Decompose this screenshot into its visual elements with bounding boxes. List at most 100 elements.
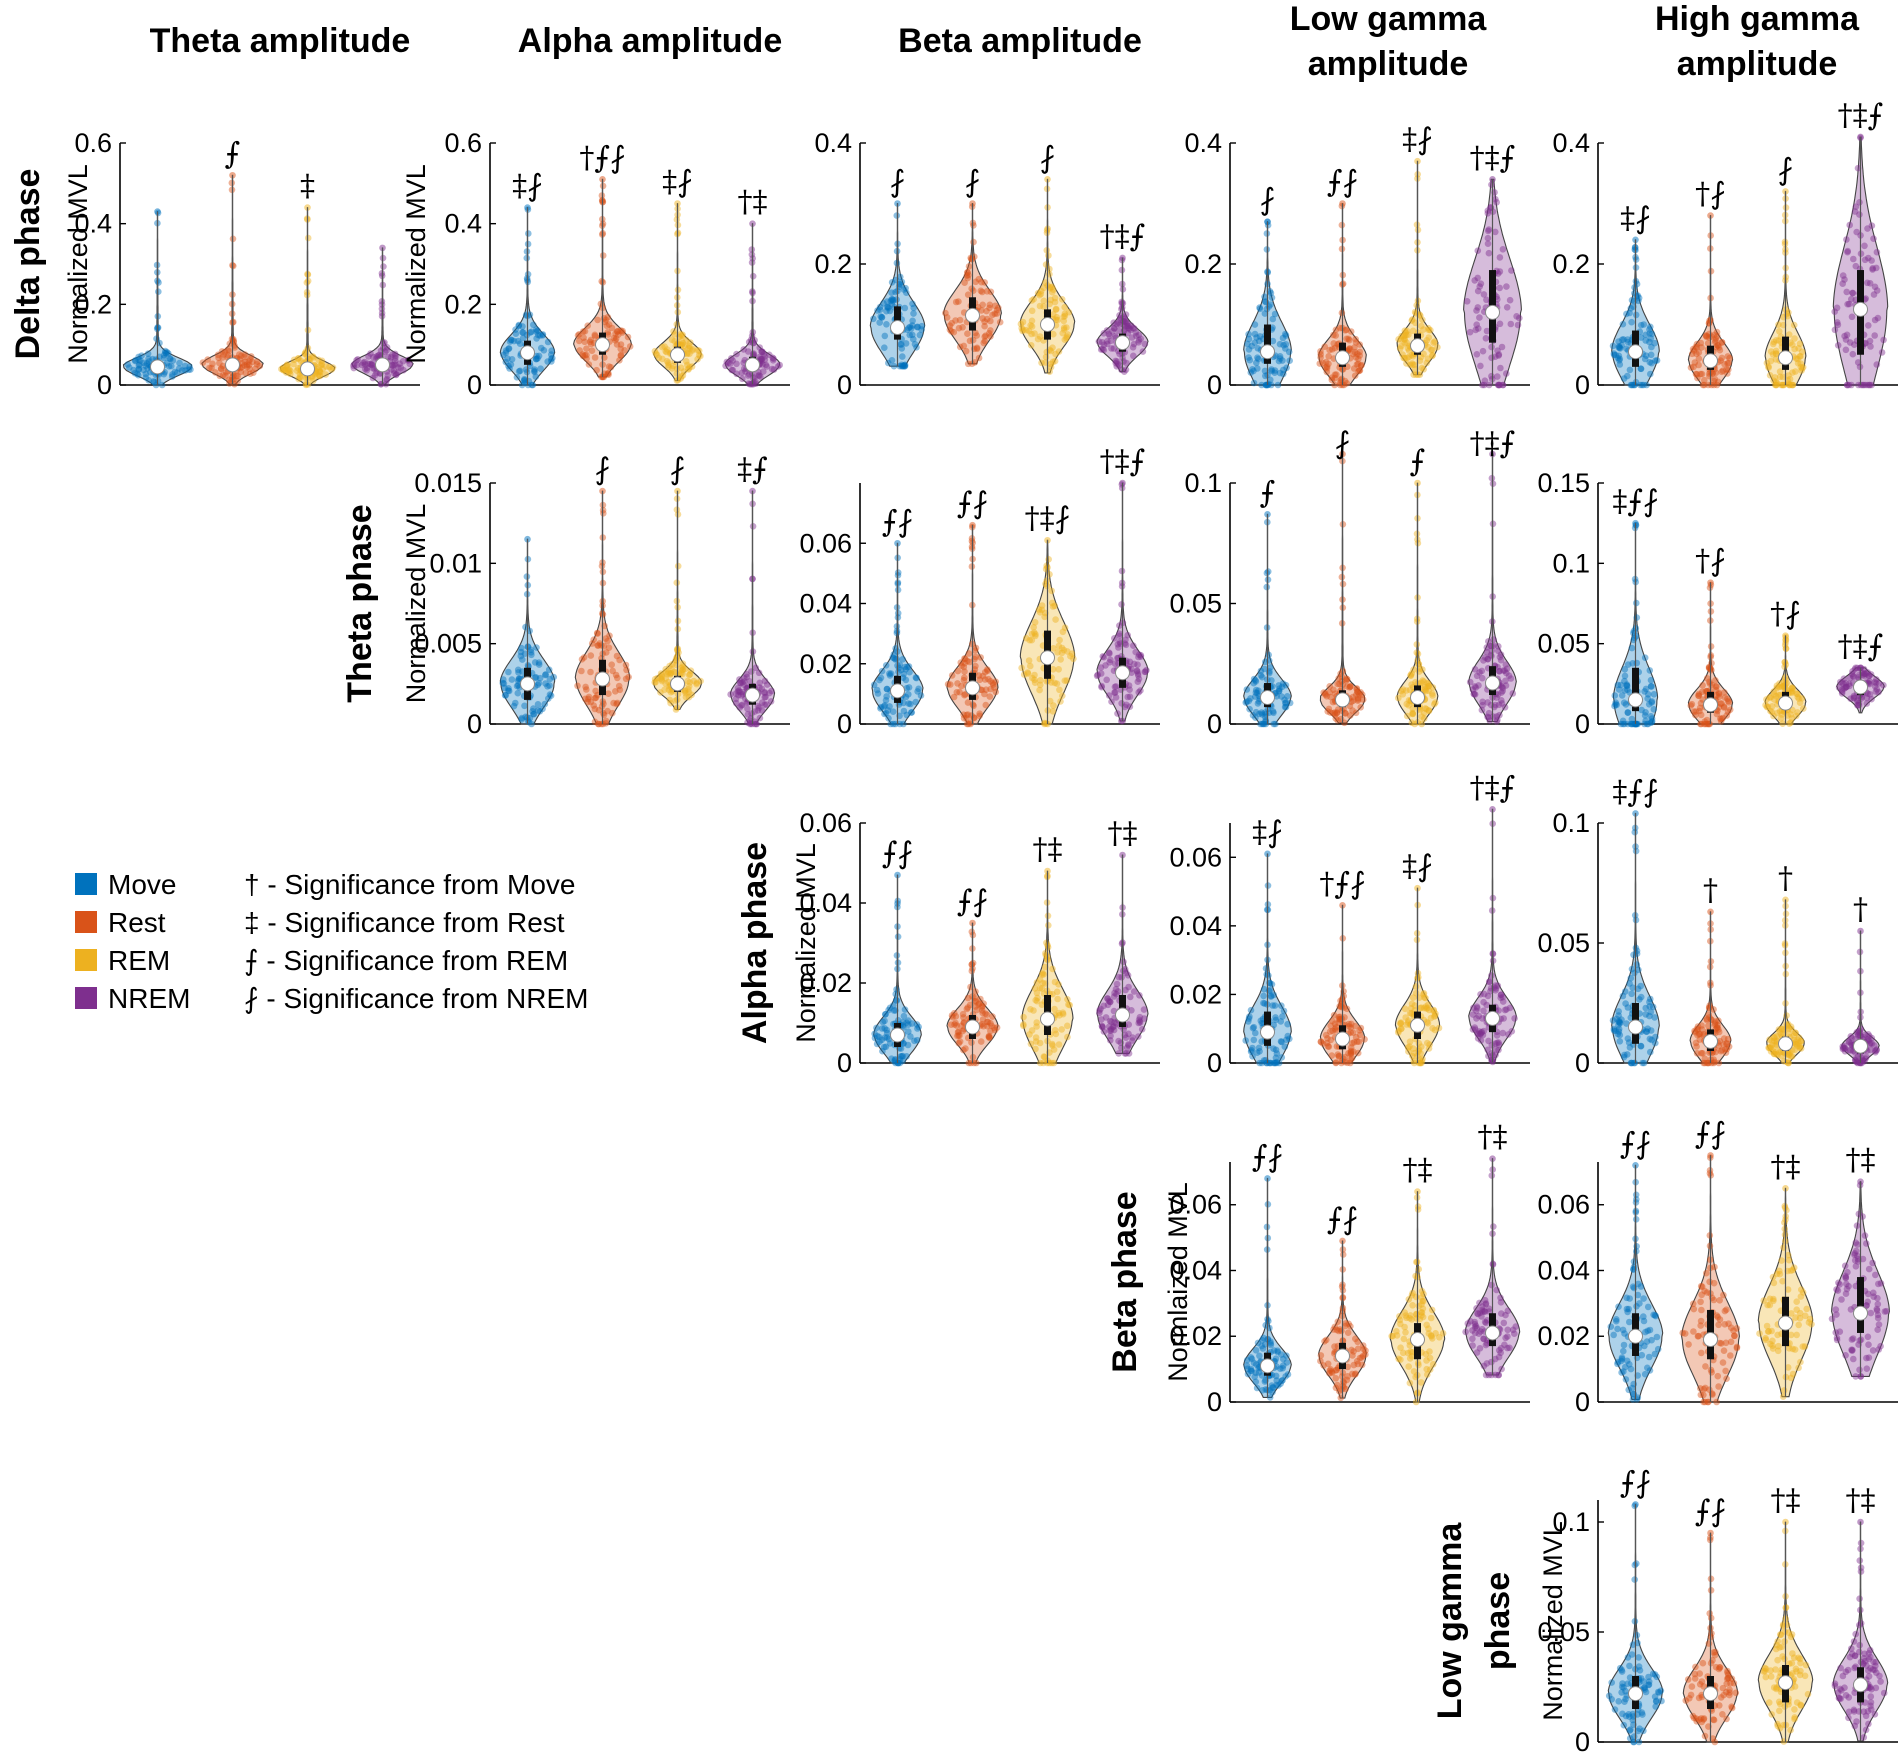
data-point bbox=[168, 373, 176, 380]
data-point bbox=[504, 355, 511, 362]
data-point bbox=[354, 356, 362, 363]
data-point bbox=[1028, 330, 1035, 338]
data-point bbox=[746, 380, 754, 388]
significance-label: †‡⨍ bbox=[1838, 98, 1884, 133]
data-point bbox=[1254, 700, 1262, 707]
data-point bbox=[733, 370, 740, 378]
data-point bbox=[1638, 706, 1645, 714]
data-point bbox=[581, 352, 589, 359]
data-point bbox=[1624, 372, 1631, 380]
data-point bbox=[1848, 313, 1856, 321]
violin-panel: 00.20.4⨏ ⨏⨏†‡⨍ bbox=[814, 128, 1160, 400]
data-point bbox=[905, 324, 913, 332]
data-point bbox=[290, 356, 298, 364]
data-point bbox=[519, 329, 527, 336]
data-point bbox=[1410, 371, 1417, 379]
data-point bbox=[1256, 1352, 1263, 1360]
data-point bbox=[510, 337, 518, 345]
data-point bbox=[1254, 354, 1261, 362]
data-point bbox=[979, 301, 986, 309]
data-point bbox=[952, 317, 959, 324]
data-point bbox=[1501, 704, 1509, 711]
data-point bbox=[617, 352, 625, 360]
data-point bbox=[591, 331, 599, 339]
data-point bbox=[528, 381, 536, 389]
data-point bbox=[610, 334, 618, 342]
data-point bbox=[954, 667, 962, 675]
data-point bbox=[145, 377, 152, 384]
data-point bbox=[619, 327, 626, 335]
data-point bbox=[949, 1013, 956, 1021]
data-point bbox=[1282, 1373, 1289, 1380]
data-point bbox=[1040, 303, 1047, 310]
data-point bbox=[1060, 646, 1068, 654]
data-point bbox=[1716, 346, 1724, 354]
significance-label: †⨏ bbox=[1695, 177, 1726, 212]
data-point bbox=[1473, 1015, 1480, 1022]
data-point bbox=[530, 705, 537, 712]
data-point bbox=[673, 579, 681, 586]
data-point bbox=[1043, 939, 1050, 947]
data-point bbox=[987, 288, 995, 296]
data-point bbox=[757, 355, 764, 363]
data-point bbox=[1114, 710, 1121, 717]
data-point bbox=[1024, 670, 1032, 677]
y-tick-label: 0 bbox=[467, 709, 482, 739]
data-point bbox=[723, 358, 731, 366]
data-point bbox=[1317, 1038, 1325, 1045]
data-point bbox=[978, 288, 986, 296]
data-point bbox=[888, 289, 895, 297]
data-point bbox=[881, 344, 888, 352]
data-point bbox=[519, 329, 526, 336]
data-point bbox=[1252, 1347, 1260, 1354]
data-point bbox=[1130, 352, 1137, 360]
data-point bbox=[679, 339, 687, 347]
data-point bbox=[1256, 1059, 1263, 1067]
data-point bbox=[1118, 298, 1125, 306]
data-point bbox=[532, 355, 540, 363]
data-point bbox=[316, 371, 323, 379]
data-point bbox=[621, 347, 628, 354]
data-point bbox=[1481, 990, 1488, 998]
median-marker bbox=[670, 347, 685, 363]
data-point bbox=[1280, 370, 1287, 378]
data-point bbox=[602, 316, 610, 324]
data-point bbox=[605, 363, 613, 370]
data-point bbox=[1647, 370, 1654, 378]
data-point bbox=[1714, 332, 1721, 340]
data-point bbox=[733, 360, 740, 368]
data-point bbox=[1063, 335, 1070, 342]
data-point bbox=[396, 360, 404, 368]
data-point bbox=[1697, 711, 1705, 719]
data-point bbox=[1496, 284, 1503, 292]
data-point bbox=[674, 562, 682, 570]
data-point bbox=[302, 381, 310, 389]
data-point bbox=[755, 669, 763, 677]
data-point bbox=[1050, 330, 1057, 338]
data-point bbox=[612, 337, 619, 344]
median-marker bbox=[1335, 350, 1350, 366]
data-point bbox=[1626, 309, 1633, 317]
data-point bbox=[521, 375, 528, 383]
data-point bbox=[388, 361, 396, 369]
y-tick-label: 0 bbox=[467, 370, 482, 400]
data-point bbox=[230, 376, 237, 383]
data-point bbox=[1114, 988, 1122, 995]
data-point bbox=[1471, 277, 1478, 284]
y-tick-label: 0.05 bbox=[1537, 928, 1590, 958]
data-point bbox=[678, 332, 686, 340]
data-point bbox=[898, 341, 905, 348]
data-point bbox=[281, 366, 289, 374]
data-point bbox=[246, 365, 253, 373]
data-point bbox=[1123, 320, 1131, 328]
data-point bbox=[1480, 657, 1487, 664]
data-point bbox=[877, 313, 884, 320]
data-point bbox=[1045, 252, 1052, 259]
data-point bbox=[1249, 366, 1256, 373]
data-point bbox=[1611, 692, 1619, 699]
data-point bbox=[154, 377, 162, 385]
y-tick-label: 0.2 bbox=[444, 289, 482, 319]
data-point bbox=[1425, 1001, 1432, 1008]
data-point bbox=[989, 311, 996, 319]
data-point bbox=[295, 355, 302, 362]
